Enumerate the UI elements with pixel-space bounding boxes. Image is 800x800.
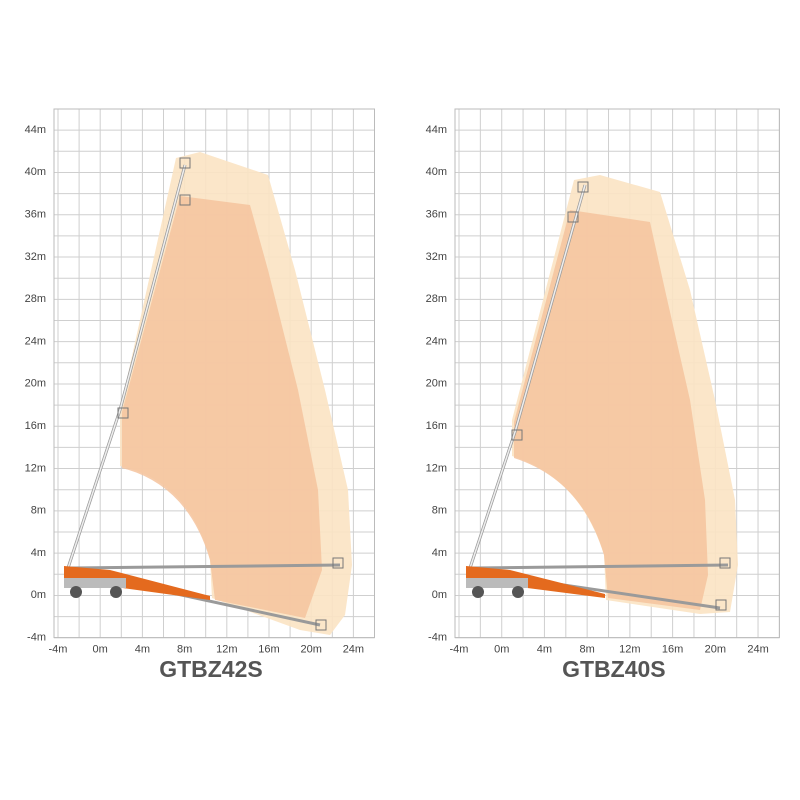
x-tick-label: 16m — [258, 644, 279, 656]
x-tick-label: 0m — [93, 644, 108, 656]
y-tick-label: 0m — [432, 589, 447, 601]
machine — [466, 181, 731, 611]
y-tick-label: 4m — [31, 547, 46, 559]
y-tick-label: 20m — [25, 378, 46, 390]
x-tick-label: 4m — [537, 644, 552, 656]
y-tick-label: 32m — [426, 251, 447, 263]
panel-title: GTBZ42S — [159, 656, 263, 682]
y-tick-label: 40m — [426, 166, 447, 178]
y-tick-label: 8m — [432, 505, 447, 517]
inner-envelope — [122, 196, 322, 618]
x-tick-label: 12m — [216, 644, 237, 656]
y-tick-label: -4m — [428, 632, 447, 644]
y-tick-label: 44m — [426, 124, 447, 136]
panel-title: GTBZ40S — [562, 656, 666, 682]
y-tick-label: 32m — [25, 251, 46, 263]
x-tick-label: 8m — [580, 644, 595, 656]
y-tick-label: 0m — [31, 589, 46, 601]
y-tick-label: 16m — [426, 420, 447, 432]
machine — [64, 157, 344, 631]
x-tick-label: 0m — [494, 644, 509, 656]
x-tick-label: 24m — [747, 644, 768, 656]
y-tick-label: 8m — [31, 505, 46, 517]
x-tick-label: 12m — [619, 644, 640, 656]
x-tick-label: 24m — [343, 644, 364, 656]
y-tick-label: 28m — [426, 293, 447, 305]
y-tick-label: 4m — [432, 547, 447, 559]
y-tick-label: 24m — [25, 335, 46, 347]
y-tick-label: 16m — [25, 420, 46, 432]
x-tick-label: 4m — [135, 644, 150, 656]
y-tick-label: 36m — [426, 209, 447, 221]
x-tick-label: -4m — [49, 644, 68, 656]
x-tick-label: 16m — [662, 644, 683, 656]
y-tick-label: 24m — [426, 335, 447, 347]
x-tick-label: 20m — [705, 644, 726, 656]
y-tick-label: 12m — [25, 462, 46, 474]
x-tick-label: 20m — [300, 644, 321, 656]
x-tick-label: 8m — [177, 644, 192, 656]
grid-frame — [454, 108, 780, 639]
y-tick-label: 36m — [25, 209, 46, 221]
y-tick-label: 28m — [25, 293, 46, 305]
y-tick-label: 12m — [426, 462, 447, 474]
inner-envelope — [514, 210, 708, 610]
y-tick-label: -4m — [27, 632, 46, 644]
grid-frame — [53, 108, 375, 639]
x-tick-label: -4m — [450, 644, 469, 656]
y-tick-label: 40m — [25, 166, 46, 178]
y-tick-label: 44m — [25, 124, 46, 136]
y-tick-label: 20m — [426, 378, 447, 390]
